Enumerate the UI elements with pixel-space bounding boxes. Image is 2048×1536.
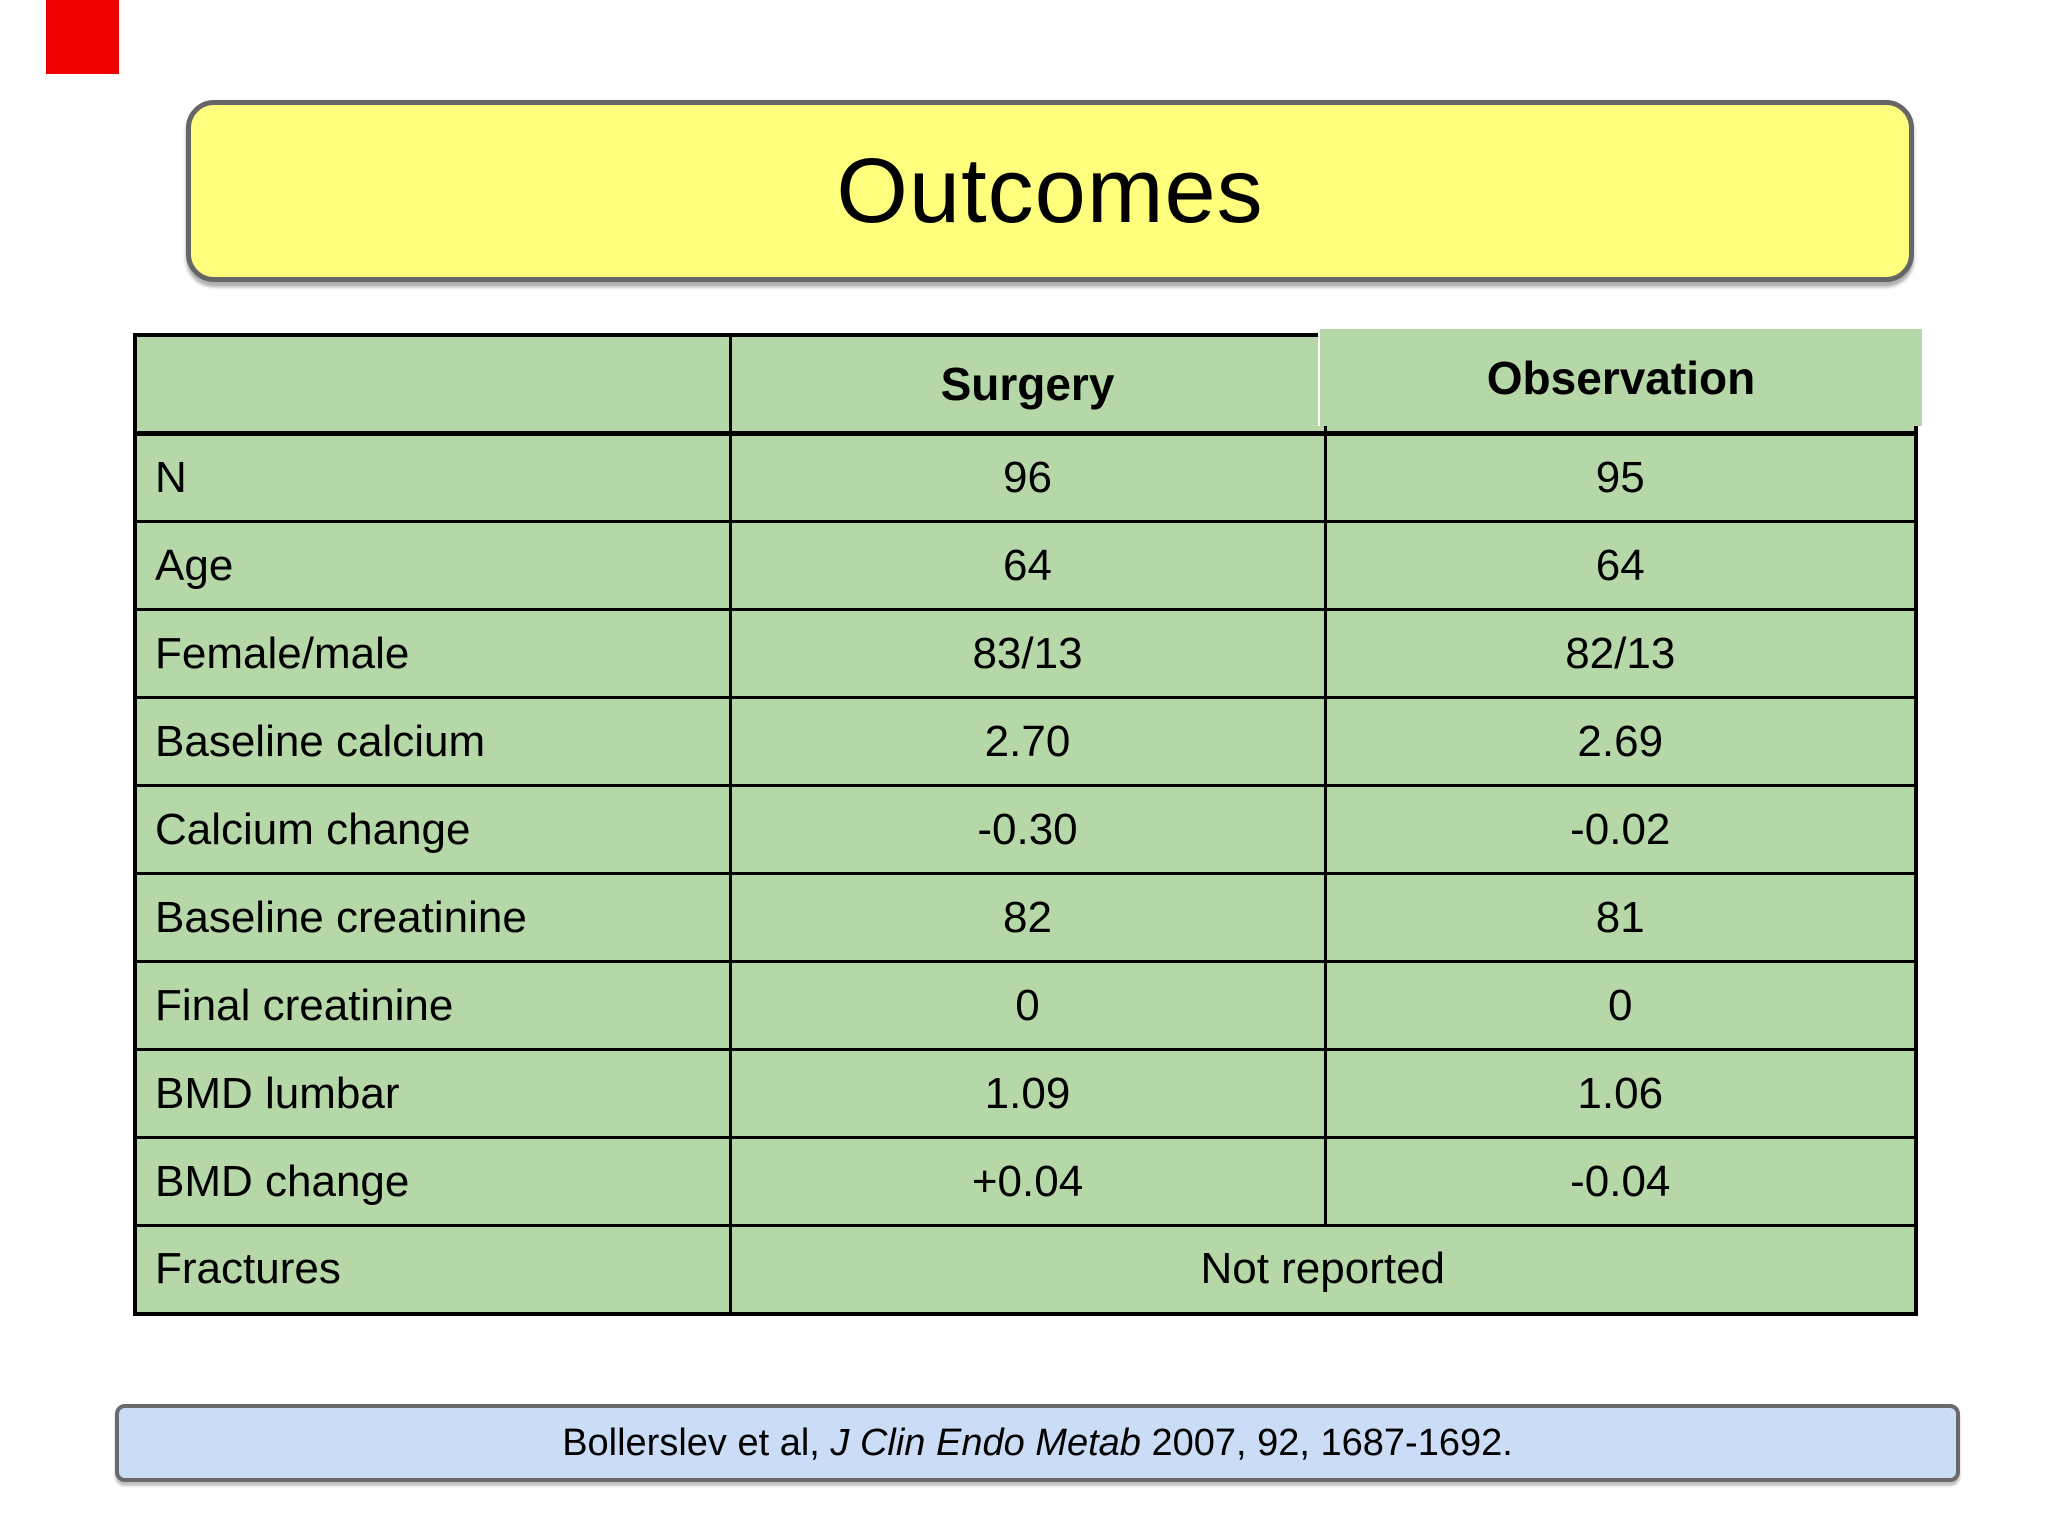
observation-value: 81 [1323,872,1918,963]
row-label: Fractures [133,1224,732,1315]
citation-text: Bollerslev et al, J Clin Endo Metab 2007… [562,1422,1513,1465]
outcomes-table: Surgery N 96 95 Age 64 64 Female/male 83… [133,333,1918,1316]
table-row: Baseline creatinine 82 81 [133,872,1918,963]
observation-value: -0.04 [1323,1136,1918,1227]
observation-value: -0.02 [1323,784,1918,875]
row-label: Baseline creatinine [133,872,732,963]
red-corner-mark [46,0,119,74]
table-row: BMD change +0.04 -0.04 [133,1136,1918,1227]
header-surgery: Surgery [728,333,1327,436]
surgery-value: 82 [728,872,1327,963]
observation-value: 1.06 [1323,1048,1918,1139]
outcomes-table-wrap: Surgery N 96 95 Age 64 64 Female/male 83… [133,329,1923,1316]
table-row: Calcium change -0.30 -0.02 [133,784,1918,875]
surgery-value: 1.09 [728,1048,1327,1139]
citation-journal: J Clin Endo Metab [830,1421,1141,1464]
surgery-value: -0.30 [728,784,1327,875]
title-banner: Outcomes [186,100,1914,282]
row-label: Female/male [133,608,732,699]
row-label: Baseline calcium [133,696,732,787]
merged-not-reported-cell: Not reported [728,1224,1918,1315]
observation-value: 0 [1323,960,1918,1051]
citation-details: 2007, 92, 1687-1692. [1140,1421,1513,1464]
row-label: N [133,432,732,523]
table-row: Final creatinine 0 0 [133,960,1918,1051]
observation-value: 82/13 [1323,608,1918,699]
header-empty-cell [133,333,732,436]
header-observation-label: Observation [1486,351,1756,404]
row-label: BMD change [133,1136,732,1227]
surgery-value: 96 [728,432,1327,523]
surgery-value: 0 [728,960,1327,1051]
table-row: Age 64 64 [133,520,1918,611]
table-row: Female/male 83/13 82/13 [133,608,1918,699]
table-row: BMD lumbar 1.09 1.06 [133,1048,1918,1139]
citation-authors: Bollerslev et al, [562,1421,831,1464]
citation-bar: Bollerslev et al, J Clin Endo Metab 2007… [115,1404,1960,1482]
row-label: BMD lumbar [133,1048,732,1139]
row-label: Calcium change [133,784,732,875]
observation-value: 64 [1323,520,1918,611]
table-row-fractures: Fractures Not reported [133,1224,1918,1315]
row-label: Final creatinine [133,960,732,1051]
surgery-value: 83/13 [728,608,1327,699]
surgery-value: 2.70 [728,696,1327,787]
surgery-value: +0.04 [728,1136,1327,1227]
observation-value: 95 [1323,432,1918,523]
surgery-value: 64 [728,520,1327,611]
observation-value: 2.69 [1323,696,1918,787]
row-label: Age [133,520,732,611]
table-row: Baseline calcium 2.70 2.69 [133,696,1918,787]
page-title: Outcomes [836,139,1264,242]
table-row: N 96 95 [133,432,1918,523]
header-observation: Observation [1318,329,1922,426]
